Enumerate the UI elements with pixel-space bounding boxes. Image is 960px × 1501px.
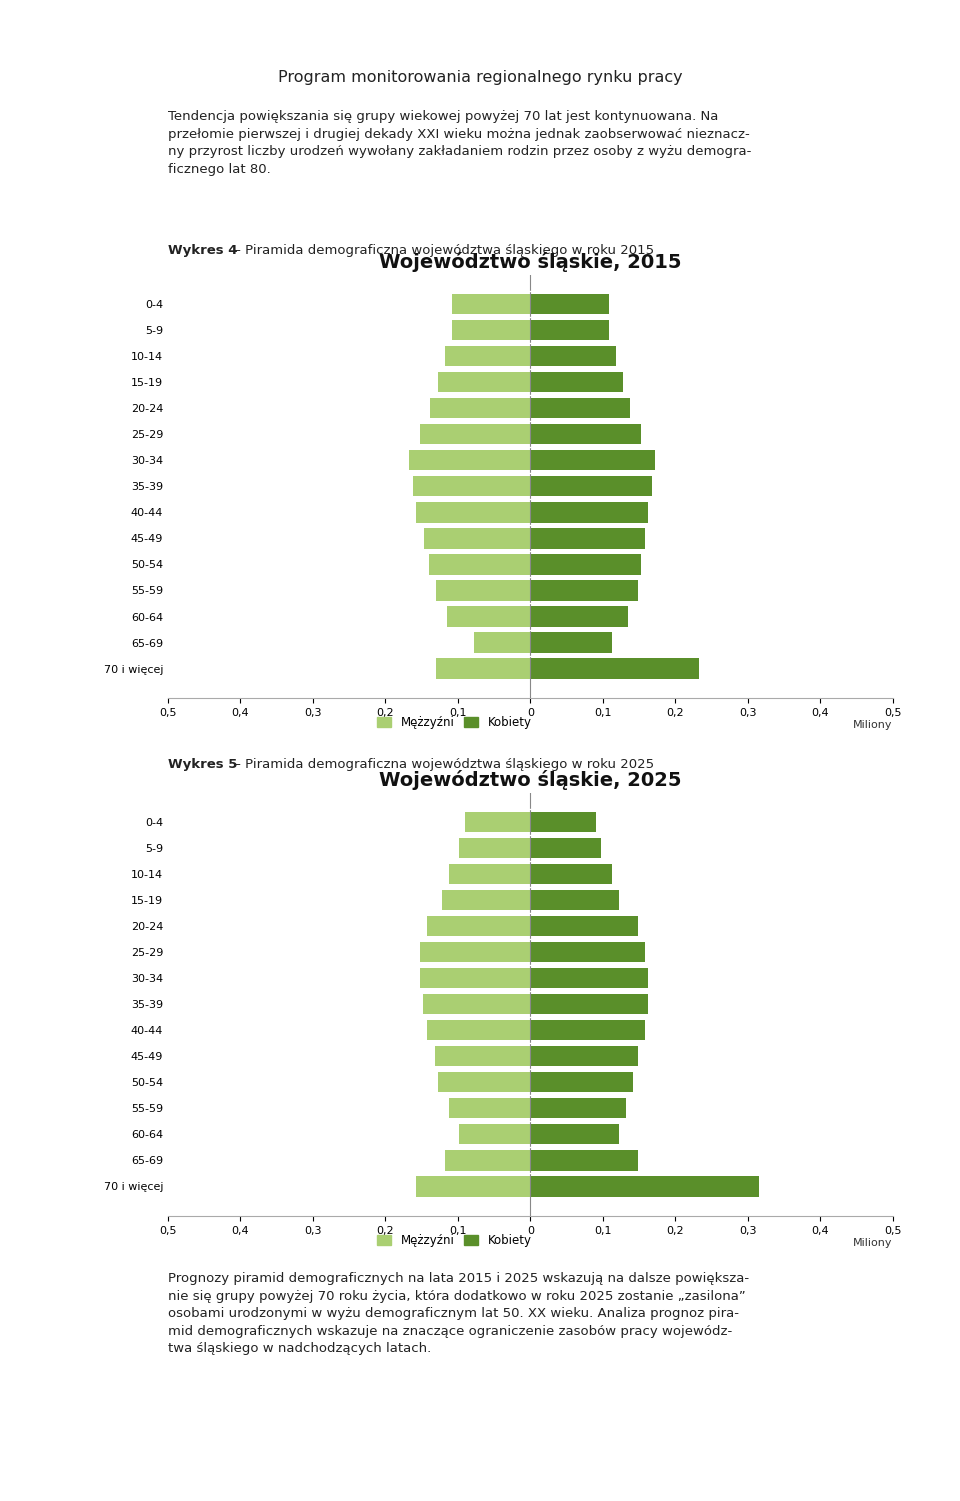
Text: Miliony: Miliony <box>853 1238 893 1247</box>
Text: 8: 8 <box>32 1468 42 1484</box>
Legend: Mężzyźni, Kobiety: Mężzyźni, Kobiety <box>377 716 532 729</box>
Bar <box>460 1124 530 1144</box>
Bar <box>530 320 609 341</box>
Bar <box>429 554 530 575</box>
Text: – Piramida demograficzna województwa śląskiego w roku 2025: – Piramida demograficzna województwa ślą… <box>230 758 655 770</box>
Bar <box>530 1124 619 1144</box>
Bar <box>530 943 645 962</box>
Title: Województwo śląskie, 2025: Województwo śląskie, 2025 <box>379 770 682 790</box>
Bar <box>530 632 612 653</box>
Bar <box>438 1072 530 1093</box>
Bar <box>416 1177 530 1196</box>
Title: Województwo śląskie, 2015: Województwo śląskie, 2015 <box>379 252 682 272</box>
Bar <box>530 606 628 626</box>
Bar <box>530 425 640 444</box>
Text: Materiały konferencyjne: Materiały konferencyjne <box>357 17 603 35</box>
Bar <box>530 968 648 988</box>
Bar <box>530 372 623 392</box>
Bar <box>427 1021 530 1040</box>
Bar <box>444 347 530 366</box>
Bar <box>474 632 530 653</box>
Bar <box>530 838 601 859</box>
Bar <box>436 659 530 678</box>
Bar <box>530 1046 637 1066</box>
Bar <box>438 372 530 392</box>
Text: Wykres 4: Wykres 4 <box>168 245 237 257</box>
Bar <box>530 659 699 678</box>
Legend: Mężzyźni, Kobiety: Mężzyźni, Kobiety <box>377 1234 532 1247</box>
Bar <box>530 1099 626 1118</box>
Bar <box>530 581 637 600</box>
Bar <box>530 994 648 1015</box>
Bar <box>530 476 652 497</box>
Bar <box>530 347 616 366</box>
Bar <box>423 994 530 1015</box>
Bar <box>435 1046 530 1066</box>
Bar <box>444 1150 530 1171</box>
Bar <box>436 581 530 600</box>
Bar <box>530 503 648 522</box>
Bar <box>424 528 530 548</box>
Bar <box>530 890 619 910</box>
Text: Miliony: Miliony <box>853 720 893 729</box>
Text: Tendencja powiększania się grupy wiekowej powyżej 70 lat jest kontynuowana. Na
p: Tendencja powiększania się grupy wiekowe… <box>168 110 752 176</box>
Bar <box>420 425 530 444</box>
Bar <box>530 865 612 884</box>
Bar <box>530 916 637 937</box>
Bar <box>447 606 530 626</box>
Bar <box>530 398 631 419</box>
Bar <box>530 812 595 832</box>
Bar <box>460 838 530 859</box>
Bar <box>409 450 530 470</box>
Bar <box>449 865 530 884</box>
Bar <box>416 503 530 522</box>
Text: Program monitorowania regionalnego rynku pracy: Program monitorowania regionalnego rynku… <box>277 71 683 84</box>
Bar <box>452 320 530 341</box>
Text: Wykres 5: Wykres 5 <box>168 758 237 770</box>
Bar <box>530 528 645 548</box>
Bar <box>420 968 530 988</box>
Bar <box>530 1021 645 1040</box>
Bar <box>530 554 640 575</box>
Bar <box>427 916 530 937</box>
Bar <box>530 294 609 314</box>
Bar <box>442 890 530 910</box>
Bar <box>430 398 530 419</box>
Bar <box>452 294 530 314</box>
Bar <box>420 943 530 962</box>
Bar <box>530 1150 637 1171</box>
Bar <box>530 1177 758 1196</box>
Bar <box>413 476 530 497</box>
Text: – Piramida demograficzna województwa śląskiego w roku 2015: – Piramida demograficzna województwa ślą… <box>230 245 655 257</box>
Bar <box>530 1072 634 1093</box>
Bar <box>449 1099 530 1118</box>
Text: Prognozy piramid demograficznych na lata 2015 i 2025 wskazują na dalsze powiększ: Prognozy piramid demograficznych na lata… <box>168 1273 749 1355</box>
Bar <box>466 812 530 832</box>
Bar <box>530 450 655 470</box>
